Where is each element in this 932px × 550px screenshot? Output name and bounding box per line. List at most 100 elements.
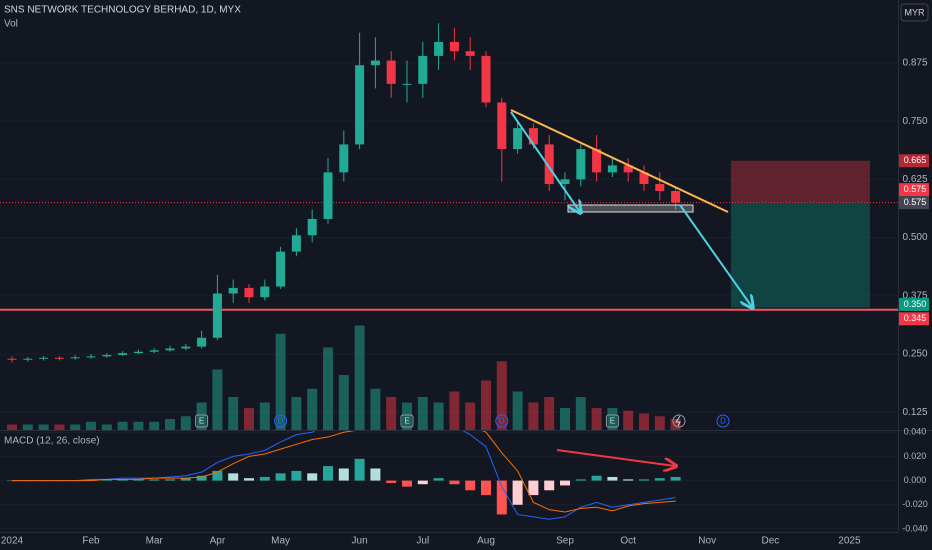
macd-layer xyxy=(0,431,898,530)
macd-hist-bar xyxy=(212,470,223,481)
macd-hist-bar xyxy=(101,479,112,481)
volume-bar xyxy=(244,408,254,430)
volume-bar xyxy=(291,397,302,430)
volume-bar xyxy=(307,388,318,430)
y-tick-label: 0.500 xyxy=(902,232,927,243)
macd-hist-bar xyxy=(607,476,618,481)
candle-body xyxy=(639,172,649,185)
x-tick-label: Apr xyxy=(210,536,226,547)
volume-bar xyxy=(544,397,555,430)
macd-tick-label: -0.020 xyxy=(902,499,928,509)
macd-hist-bar xyxy=(133,479,144,481)
macd-hist-bar xyxy=(338,468,349,481)
y-tick-label: 0.125 xyxy=(902,407,927,418)
macd-hist-bar xyxy=(512,480,523,505)
macd-tick-label: -0.040 xyxy=(902,523,928,533)
macd-hist-bar xyxy=(544,480,555,491)
arrow xyxy=(556,449,675,466)
macd-hist-bar xyxy=(465,480,476,491)
macd-tick-label: 0.000 xyxy=(904,475,927,485)
candle-body xyxy=(607,165,617,173)
volume-bar xyxy=(38,424,49,430)
candle-body xyxy=(133,351,143,354)
macd-hist-bar xyxy=(244,478,254,481)
dividend-icon xyxy=(672,414,686,428)
candle-body xyxy=(370,60,380,66)
macd-hist-bar xyxy=(560,480,570,486)
price-badge xyxy=(899,297,929,311)
volume-bar xyxy=(465,402,476,430)
candle-body xyxy=(276,251,286,287)
volume-bar xyxy=(259,402,270,430)
candle-body xyxy=(118,353,128,355)
macd-hist-bar xyxy=(386,480,397,484)
macd-tick-label: 0.020 xyxy=(904,451,927,461)
volume-bar xyxy=(402,402,412,430)
candle-body xyxy=(23,358,33,360)
volume-bar xyxy=(149,421,160,430)
candle-body xyxy=(86,356,96,358)
price-layer xyxy=(0,62,898,413)
price-badge-label: 0.665 xyxy=(904,155,927,165)
volume-bar xyxy=(496,361,507,430)
macd-hist-bar xyxy=(86,479,96,481)
y-tick-label: 0.625 xyxy=(902,174,927,185)
candle-body xyxy=(481,55,491,103)
macd-hist-bar xyxy=(575,479,586,481)
volume-bar xyxy=(275,333,286,430)
volume-bar xyxy=(117,421,128,430)
macd-hist-bar xyxy=(323,466,333,481)
candle-body xyxy=(102,354,112,357)
price-badge xyxy=(899,154,929,168)
macd-hist-bar xyxy=(433,478,444,481)
candle-body xyxy=(418,55,428,84)
candle-body xyxy=(165,348,175,351)
volume-bar xyxy=(86,421,96,430)
candle-body xyxy=(291,235,301,252)
volume-bar xyxy=(386,397,397,430)
candle-body xyxy=(149,350,159,352)
support-box xyxy=(567,204,694,213)
volume-bar xyxy=(639,413,649,430)
macd-hist-bar xyxy=(196,475,207,481)
macd-hist-bar xyxy=(449,480,460,485)
volume-bar xyxy=(101,424,112,430)
volume-bar xyxy=(512,391,523,430)
volume-bar xyxy=(7,424,17,430)
currency[interactable]: MYR xyxy=(905,7,926,17)
candle-body xyxy=(197,337,207,347)
macd-hist-bar xyxy=(354,458,365,481)
y-tick-label: 0.750 xyxy=(902,116,927,127)
macd-hist-bar xyxy=(117,479,128,481)
volume-layer xyxy=(7,325,681,430)
candle-body xyxy=(576,149,586,180)
macd-hist-bar xyxy=(654,478,665,481)
candle-layer xyxy=(7,23,681,363)
x-tick-label: May xyxy=(271,536,290,547)
x-tick-label: Jul xyxy=(416,536,429,547)
x-tick-label: 2025 xyxy=(838,536,861,547)
volume-bar xyxy=(338,375,349,430)
price-badge-label: 0.575 xyxy=(904,197,927,207)
x-tick-label: Feb xyxy=(82,536,100,547)
volume-bar xyxy=(623,410,634,430)
volume-title: Vol xyxy=(4,19,18,30)
x-tick-label: Sep xyxy=(556,536,574,547)
currency-button[interactable] xyxy=(900,3,929,22)
candle-body xyxy=(307,218,317,236)
stop-zone xyxy=(730,160,870,203)
macd-hist-bar xyxy=(528,480,539,496)
event-label: E xyxy=(610,417,615,426)
macd-hist-bar xyxy=(228,473,239,481)
candle-body xyxy=(449,41,459,52)
event-badge xyxy=(605,414,619,428)
volume-bar xyxy=(370,388,381,430)
event-label: D xyxy=(499,417,505,426)
x-tick-label: Nov xyxy=(698,536,716,547)
volume-bar xyxy=(575,397,586,430)
candle-body xyxy=(7,358,17,360)
volume-bar xyxy=(228,397,239,430)
price-badge xyxy=(899,196,929,210)
